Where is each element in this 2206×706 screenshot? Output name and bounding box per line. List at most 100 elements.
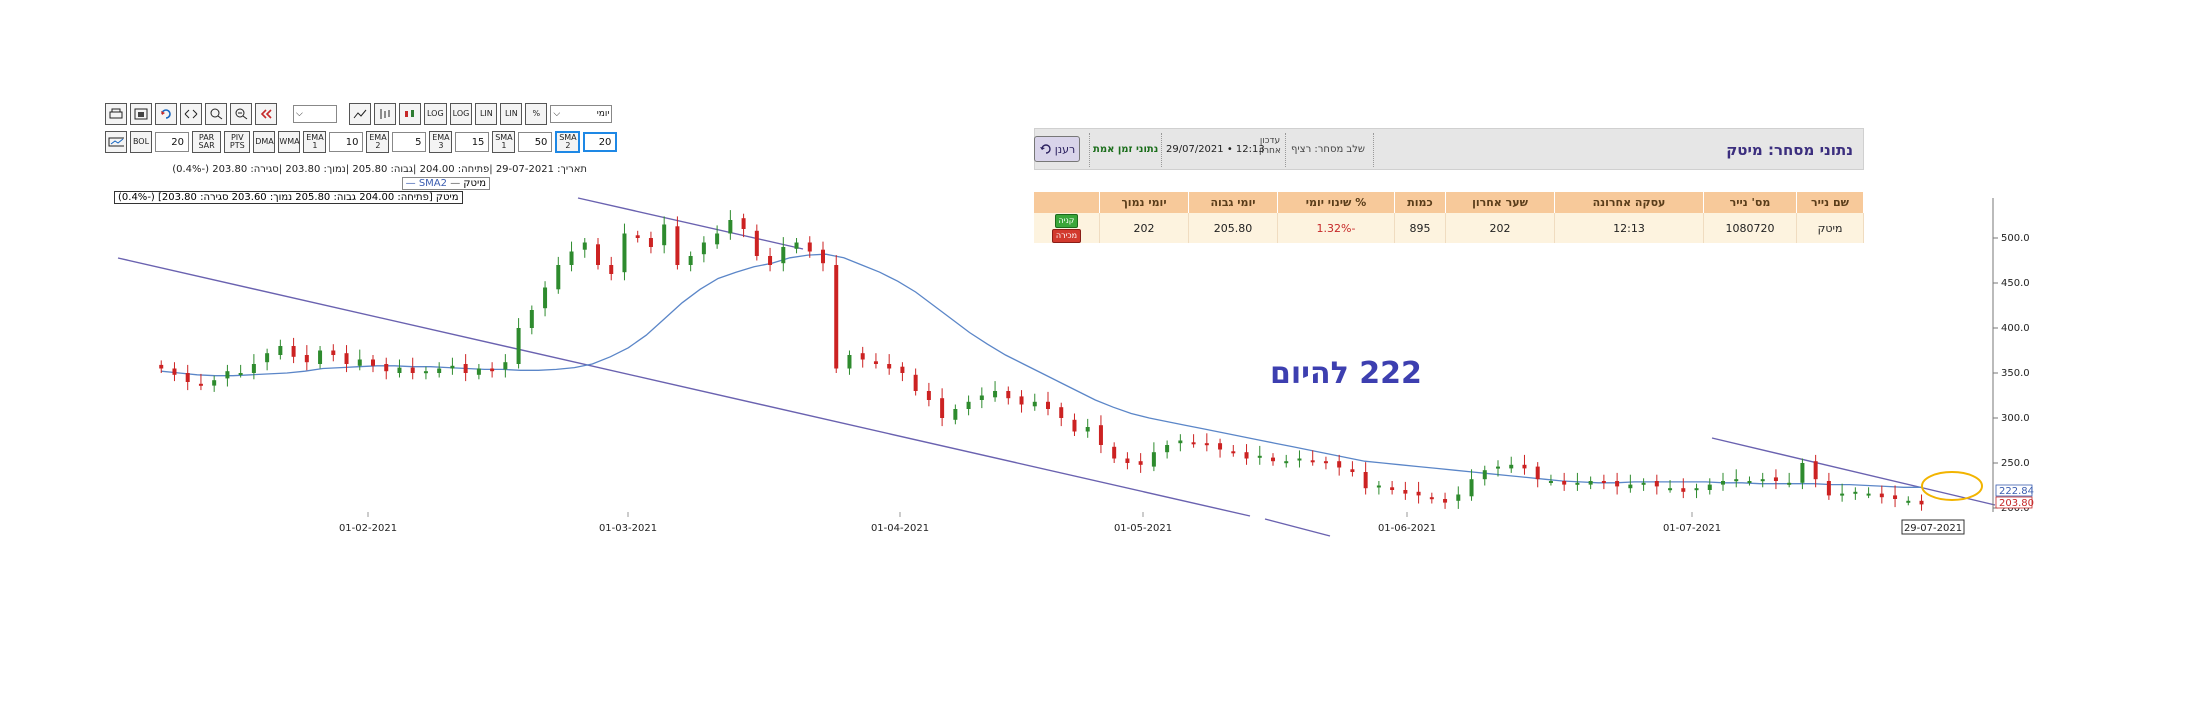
candle-body	[582, 242, 587, 250]
candle-body	[768, 256, 773, 265]
ohlc-chart-button[interactable]	[374, 103, 396, 125]
candle-body	[1522, 464, 1527, 469]
chevron-down-icon: ⌵	[296, 109, 303, 119]
last-date-box	[1901, 519, 1965, 535]
divider	[1089, 133, 1091, 167]
parabolic-sar-button[interactable]: PAR SAR	[192, 131, 222, 153]
recent-trend-line	[1711, 437, 1996, 506]
candle-body	[1601, 481, 1606, 483]
indicator-settings-button[interactable]	[105, 131, 127, 153]
candle-body	[344, 353, 349, 364]
cell-daily-low: 202	[1099, 213, 1189, 243]
x-axis: 01-02-2021 01-03-2021 01-04-2021 01-05-2021…	[339, 512, 1965, 535]
cell-volume: 895	[1394, 213, 1446, 243]
candle-body	[1919, 500, 1924, 505]
legend-series-name: מיטק	[463, 178, 486, 189]
pivot-points-button[interactable]: PIV PTS	[224, 131, 251, 153]
ema3-button[interactable]: EMA 3	[429, 131, 453, 153]
candle-body	[1840, 493, 1845, 496]
ema2-button[interactable]: EMA 2	[366, 131, 390, 153]
line-chart-button[interactable]	[349, 103, 371, 125]
trading-stage: שלב מסחר: רציף	[1291, 144, 1365, 155]
dma-button[interactable]: DMA	[253, 131, 276, 153]
candle-body	[1046, 401, 1050, 409]
price-annotation: 222 להיום	[1270, 356, 1422, 391]
candle-body	[225, 371, 230, 379]
bollinger-period-input[interactable]	[155, 132, 189, 152]
line-chart-icon	[353, 109, 367, 119]
candle-body	[966, 401, 971, 409]
double-chevron-left-icon	[260, 109, 272, 119]
candle-body	[304, 355, 309, 363]
price-tag-label: 203.80	[1999, 498, 2034, 509]
candle-body	[1773, 477, 1778, 481]
candle-body	[1363, 472, 1368, 489]
x-tick-label: 01-04-2021	[871, 523, 929, 534]
cell-last-price: 202	[1445, 213, 1555, 243]
y-tick-label: 200.0	[2001, 503, 2030, 514]
divider	[1161, 133, 1163, 167]
sma2-line	[161, 253, 1922, 488]
sell-button[interactable]: מכירה	[1051, 229, 1082, 243]
linear-scale-button-2[interactable]: LIN	[500, 103, 523, 125]
candle-body	[159, 364, 164, 369]
candle-body	[172, 368, 177, 375]
last-updated-value: 29/07/2021 • 12:13	[1166, 144, 1265, 155]
zoom-out-button[interactable]	[230, 103, 252, 125]
wma-button[interactable]: WMA	[278, 131, 301, 153]
timeframe-select[interactable]: ⌵	[293, 105, 337, 123]
candle-body	[265, 353, 270, 363]
sma-line	[161, 253, 1922, 488]
x-tick-label: 01-02-2021	[339, 523, 397, 534]
sma1-button[interactable]: SMA 1	[492, 131, 516, 153]
candle-body	[900, 366, 905, 373]
candle-body	[953, 409, 958, 420]
refresh-button[interactable]: רענן	[1034, 136, 1080, 162]
scroll-left-button[interactable]	[255, 103, 277, 125]
candle-body	[437, 368, 442, 373]
sma1-period-input[interactable]	[518, 132, 553, 152]
col-header-id: מס' נייר	[1703, 192, 1797, 213]
zoom-in-button[interactable]	[205, 103, 227, 125]
percent-scale-button[interactable]: %	[525, 103, 548, 125]
log-scale-button-1[interactable]: LOG	[424, 103, 447, 125]
candle-chart-button[interactable]	[399, 103, 421, 125]
ema1-button[interactable]: EMA 1	[303, 131, 327, 153]
candle-body	[463, 364, 468, 373]
log-scale-button-2[interactable]: LOG	[449, 103, 473, 125]
bollinger-button[interactable]: BOL	[130, 131, 152, 153]
zoom-in-icon	[210, 108, 223, 120]
candle-body	[635, 235, 640, 238]
legend-line-icon: —	[450, 178, 461, 189]
candle-body	[1284, 461, 1289, 464]
sma2-period-input[interactable]	[583, 132, 618, 152]
y-tick-label: 500.0	[2001, 233, 2030, 244]
candle-body	[1191, 442, 1196, 445]
panel-title: נתוני מסחר: מיטק	[1726, 141, 1853, 159]
candle-body	[1244, 452, 1249, 459]
save-image-button[interactable]	[130, 103, 152, 125]
candle-body	[397, 367, 402, 373]
candle-body	[1019, 396, 1024, 405]
col-header-volume: כמות	[1394, 192, 1446, 213]
expand-button[interactable]	[180, 103, 202, 125]
ema2-period-input[interactable]	[392, 132, 427, 152]
sma2-button[interactable]: SMA 2	[555, 131, 581, 153]
settings-icon	[108, 137, 124, 147]
ema1-period-input[interactable]	[329, 132, 364, 152]
price-tag-box	[1995, 496, 2033, 509]
period-select[interactable]: יומי ⌵	[550, 105, 613, 123]
quote-table: שם נייר מס' נייר עסקה אחרונה שער אחרון כ…	[1034, 192, 1864, 243]
candle-body	[1271, 457, 1275, 462]
ema3-period-input[interactable]	[455, 132, 490, 152]
refresh-chart-button[interactable]	[155, 103, 177, 125]
candle-body	[1562, 481, 1567, 485]
candle-body	[331, 350, 336, 355]
y-tick-label: 450.0	[2001, 278, 2030, 289]
linear-scale-button-1[interactable]: LIN	[475, 103, 498, 125]
candle-body	[940, 398, 945, 418]
print-button[interactable]	[105, 103, 127, 125]
buy-button[interactable]: קניה	[1054, 214, 1079, 228]
candle-body	[926, 391, 931, 400]
candle-body	[1112, 446, 1117, 459]
